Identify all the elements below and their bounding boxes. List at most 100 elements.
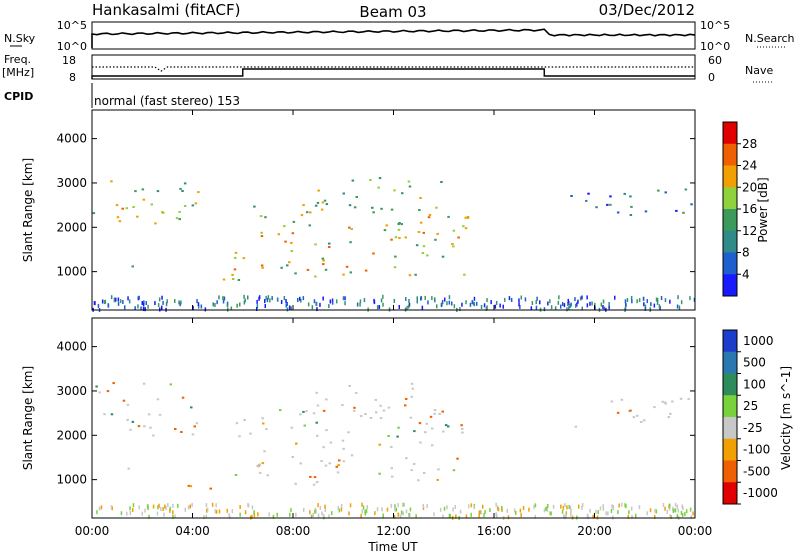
echo-cell bbox=[231, 273, 234, 276]
ground-scatter-cell bbox=[226, 303, 229, 308]
ground-scatter-cell bbox=[137, 304, 139, 309]
ground-scatter-cell bbox=[664, 298, 667, 303]
echo-cell bbox=[314, 275, 317, 278]
ground-scatter-cell bbox=[518, 298, 520, 303]
echo-cell bbox=[328, 246, 331, 248]
ground-scatter-cell bbox=[662, 503, 665, 507]
ground-scatter-cell bbox=[680, 510, 683, 515]
ground-scatter-cell bbox=[433, 512, 435, 517]
velocity-y-ticks: 1000 2000 3000 4000 bbox=[56, 340, 695, 487]
ground-scatter-cell bbox=[591, 301, 593, 306]
time-tick-label: 12:00 bbox=[376, 524, 411, 538]
echo-cell bbox=[181, 396, 185, 399]
colorbar-segment bbox=[723, 230, 737, 253]
ground-scatter-cell bbox=[448, 513, 451, 518]
ground-scatter-cell bbox=[256, 299, 258, 304]
ground-scatter-cell bbox=[520, 513, 522, 518]
ground-scatter-cell bbox=[574, 297, 576, 302]
echo-cell bbox=[378, 472, 381, 475]
echo-cell bbox=[424, 431, 427, 434]
ground-scatter-cell bbox=[197, 302, 200, 307]
ground-scatter-cell bbox=[316, 307, 318, 312]
ground-scatter-cell bbox=[144, 508, 146, 513]
echo-cell bbox=[234, 256, 237, 259]
ground-scatter-cell bbox=[533, 504, 535, 509]
echo-cell bbox=[390, 446, 393, 448]
colorbar-segment bbox=[723, 143, 737, 166]
echo-cell bbox=[316, 404, 320, 407]
ground-scatter-cell bbox=[344, 296, 346, 301]
ground-scatter-cell bbox=[624, 503, 626, 508]
ground-scatter-cell bbox=[231, 509, 234, 514]
echo-cell bbox=[222, 278, 226, 281]
ground-scatter-cell bbox=[597, 510, 599, 515]
echo-cell bbox=[431, 444, 434, 447]
y-tick-label: 2000 bbox=[56, 220, 87, 234]
ground-scatter-cell bbox=[416, 299, 418, 304]
ground-scatter-cell bbox=[602, 299, 605, 304]
ground-scatter-cell bbox=[200, 304, 203, 309]
ground-scatter-cell bbox=[253, 513, 256, 518]
cpid-mode-text: normal (fast stereo) 153 bbox=[94, 94, 240, 108]
echo-cell bbox=[401, 192, 404, 195]
echo-cell bbox=[156, 398, 160, 401]
ground-scatter-cell bbox=[568, 306, 570, 311]
ground-scatter-cell bbox=[607, 511, 609, 516]
echo-cell bbox=[679, 397, 683, 400]
ground-scatter-cell bbox=[490, 300, 492, 305]
echo-cell bbox=[687, 398, 690, 401]
echo-cell bbox=[404, 404, 407, 407]
ground-scatter-cell bbox=[362, 505, 365, 510]
echo-cell bbox=[447, 425, 450, 428]
ground-scatter-cell bbox=[394, 507, 396, 512]
echo-cell bbox=[422, 231, 425, 234]
echo-cell bbox=[390, 208, 394, 211]
echo-cell bbox=[380, 207, 383, 210]
ground-scatter-cell bbox=[257, 512, 259, 517]
echo-cell bbox=[394, 255, 397, 258]
ground-scatter-cell bbox=[461, 302, 463, 307]
ground-scatter-cell bbox=[228, 514, 231, 519]
echo-cell bbox=[175, 217, 179, 220]
ground-scatter-cell bbox=[211, 502, 214, 507]
colorbar-tick-label: -100 bbox=[743, 443, 770, 457]
ground-scatter-cell bbox=[416, 296, 418, 301]
echo-cell bbox=[315, 421, 318, 424]
echo-cell bbox=[372, 211, 375, 214]
echo-cell bbox=[233, 268, 237, 271]
ground-scatter-cell bbox=[394, 504, 396, 509]
echo-cell bbox=[314, 243, 317, 246]
echo-cell bbox=[464, 216, 467, 219]
colorbar-segment bbox=[723, 330, 737, 353]
echo-cell bbox=[436, 232, 439, 235]
ground-scatter-cell bbox=[674, 502, 677, 507]
y-tick-label: 4000 bbox=[56, 340, 87, 354]
ground-scatter-cell bbox=[482, 504, 484, 509]
echo-cell bbox=[149, 426, 152, 429]
ground-scatter-cell bbox=[107, 303, 110, 308]
ground-scatter-cell bbox=[627, 514, 630, 519]
echo-cell bbox=[347, 431, 350, 434]
echo-cell bbox=[661, 400, 664, 403]
noise-left-tick-top: 10^5 bbox=[57, 19, 87, 32]
echo-cell bbox=[640, 421, 643, 423]
ground-scatter-cell bbox=[564, 503, 566, 507]
echo-cell bbox=[436, 478, 439, 481]
ground-scatter-cell bbox=[581, 505, 583, 510]
echo-cell bbox=[398, 222, 401, 224]
ground-scatter-cell bbox=[239, 505, 241, 509]
echo-cell bbox=[127, 467, 130, 470]
colorbar-tick-label: 12 bbox=[742, 224, 757, 238]
echo-cell bbox=[134, 190, 137, 193]
echo-cell bbox=[441, 255, 445, 258]
ground-scatter-cell bbox=[285, 299, 287, 303]
echo-cell bbox=[418, 209, 421, 211]
ground-scatter-cell bbox=[137, 296, 140, 301]
ground-scatter-cell bbox=[674, 508, 677, 513]
ground-scatter-cell bbox=[473, 302, 476, 307]
freq-series bbox=[91, 68, 695, 79]
ground-scatter-cell bbox=[297, 298, 299, 302]
ground-scatter-cell bbox=[331, 300, 334, 305]
echo-cell bbox=[243, 419, 246, 421]
nave-tick-top: 60 bbox=[708, 54, 722, 67]
